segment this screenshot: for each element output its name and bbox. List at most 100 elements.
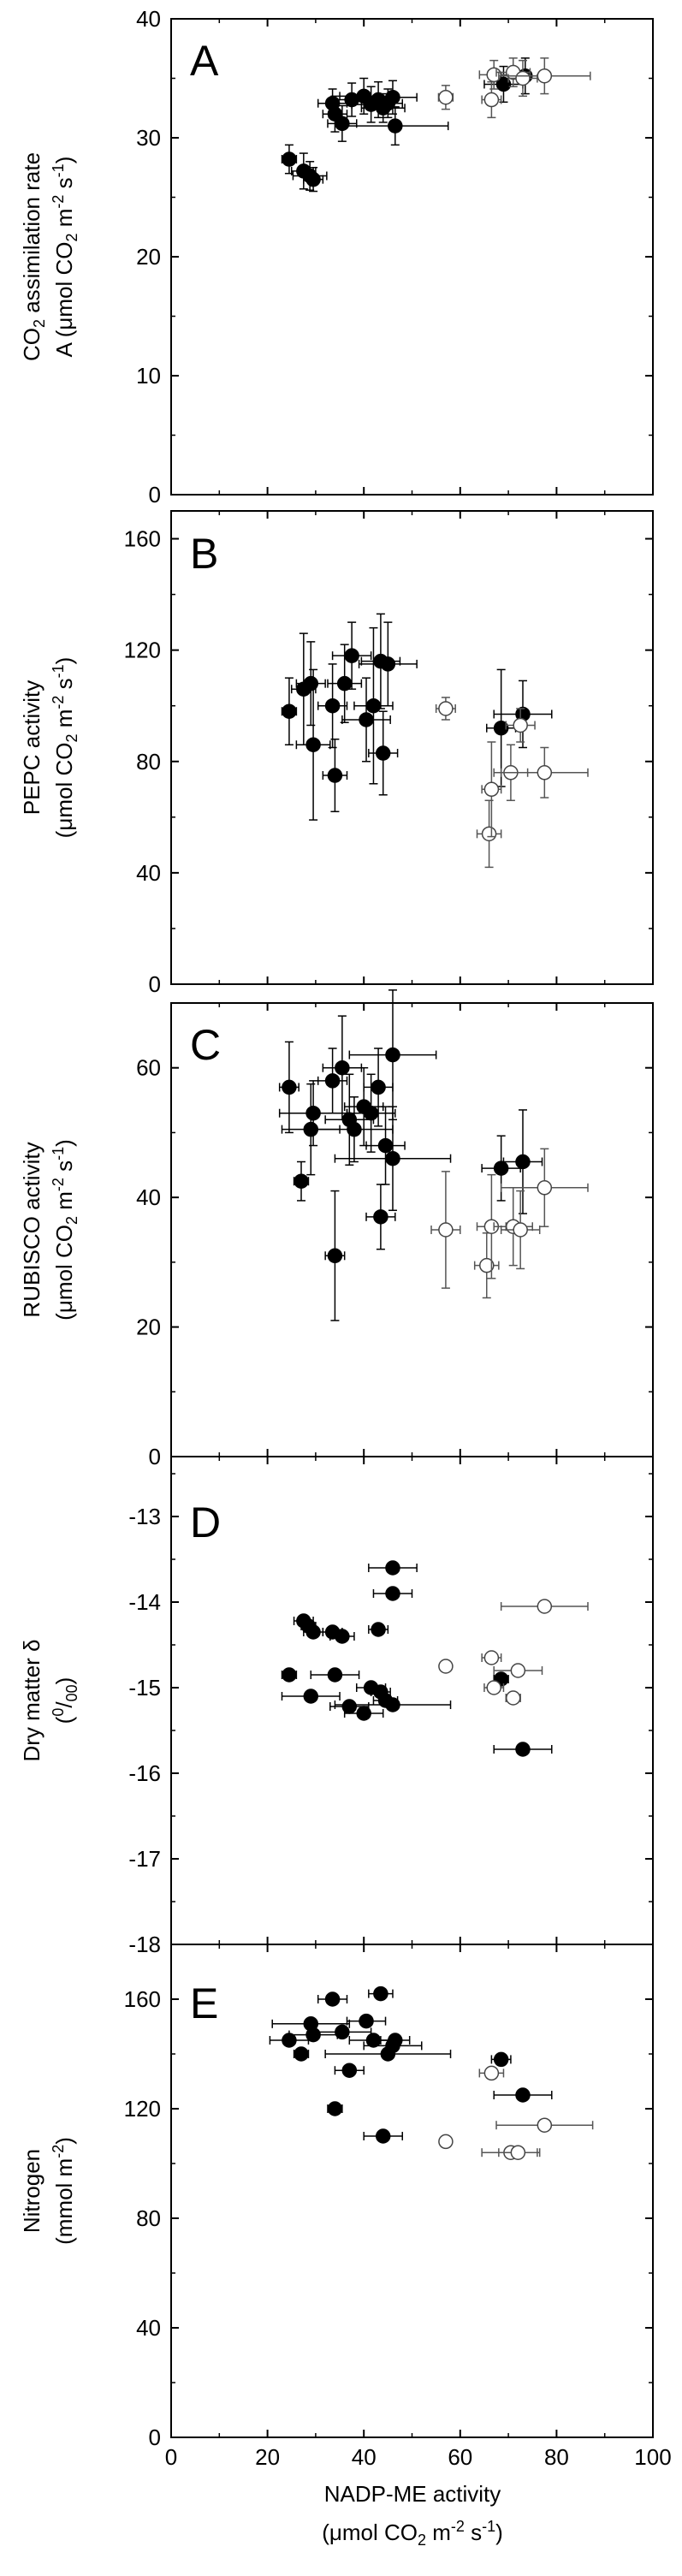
y-axis-label: RUBISCO activity(μmol CO2​ m-2​ s-1​) [19, 1139, 80, 1321]
y-axis-label-line2-part: ) [51, 657, 77, 665]
open-circle-marker [483, 1650, 500, 1665]
open-data-point [500, 1190, 541, 1270]
filled-circle-marker [363, 1105, 379, 1121]
plot-frame [170, 1944, 654, 2438]
y-axis-label-line2-part: (μmol [51, 776, 77, 839]
open-data-point [481, 1650, 502, 1665]
y-tick-label: 40 [136, 860, 161, 886]
y-axis-label-line2-part: CO [51, 743, 77, 776]
y-tick-label: -18 [128, 1932, 161, 1957]
filled-circle-marker [385, 1047, 400, 1063]
filled-circle-marker [385, 1586, 400, 1601]
y-tick-label: 60 [136, 1055, 161, 1081]
filled-circle-marker [515, 1154, 531, 1170]
y-tick-label: 30 [136, 125, 161, 151]
filled-data-point [368, 1985, 394, 2002]
y-tick-label: 0 [149, 1444, 161, 1469]
open-data-point [500, 1599, 589, 1614]
filled-data-point [293, 1160, 310, 1202]
open-data-point [435, 697, 456, 721]
open-circle-marker [510, 2145, 526, 2160]
y-tick-label: -15 [128, 1675, 161, 1701]
open-circle-marker [438, 701, 454, 716]
y-axis-label-line2-subscript: 2 [63, 1216, 80, 1225]
filled-circle-marker [359, 2013, 374, 2029]
y-axis-label-line2-part: ) [51, 1139, 77, 1147]
filled-circle-marker [294, 1173, 309, 1189]
x-tick-label: 100 [634, 2444, 671, 2470]
y-tick-label: 40 [136, 1184, 161, 1210]
panel-letter: D [190, 1499, 221, 1546]
y-axis-label-line2-part: (μmol [51, 1258, 77, 1321]
open-data-point [495, 2117, 594, 2133]
y-axis-label-line2-part [51, 1210, 77, 1216]
filled-data-point [334, 1697, 452, 1712]
x-axis-label-part: ) [495, 2520, 503, 2545]
open-circle-marker [483, 2065, 500, 2081]
y-axis-label-line2-superscript: -1 [50, 163, 67, 177]
filled-data-point [358, 621, 418, 707]
filled-data-point [365, 1184, 396, 1250]
filled-circle-marker [282, 1667, 297, 1683]
y-axis-label-line2-part: CO [51, 241, 77, 275]
open-circle-marker [483, 92, 500, 108]
y-tick-label: -17 [128, 1846, 161, 1872]
y-tick-label: 160 [124, 526, 161, 552]
x-axis-label: NADP-ME activity (μmol CO2 m-2 s-1) [322, 2481, 503, 2549]
y-axis-label-line2: (mmol m-2​) [50, 2137, 77, 2245]
filled-data-point [324, 1190, 346, 1321]
x-axis-label-part: (μmol CO [322, 2520, 418, 2545]
y-axis-label-line1: RUBISCO activity [19, 1142, 44, 1317]
panel-letter: E [190, 1979, 218, 2027]
y-axis-label-line2-part: ) [51, 157, 77, 164]
open-circle-marker [537, 1599, 553, 1614]
open-data-point [498, 2145, 538, 2160]
y-tick-label: 20 [136, 1315, 161, 1340]
filled-circle-marker [327, 1248, 343, 1264]
y-axis-label: Nitrogen(mmol m-2​) [19, 2137, 77, 2245]
y-axis-label-line2: (0/00) [50, 1677, 80, 1724]
filled-circle-marker [373, 1985, 388, 2002]
y-axis-label-line2-part: A (μmol [51, 275, 77, 357]
open-data-point [498, 57, 591, 95]
y-axis-label-line1-part: Nitrogen [19, 2149, 44, 2233]
filled-data-point [493, 1742, 553, 1757]
open-data-point [500, 1148, 589, 1227]
filled-data-point [295, 641, 326, 727]
x-axis-label-part: m [426, 2520, 451, 2545]
y-axis-label-line2-subscript: 2 [63, 233, 80, 241]
x-axis-label-subscript: 2 [418, 2531, 426, 2549]
open-data-point [493, 1663, 543, 1678]
y-tick-label: 120 [124, 638, 161, 663]
y-tick-label: 80 [136, 2205, 161, 2231]
y-tick-label: 120 [124, 2096, 161, 2122]
filled-data-point [310, 1667, 360, 1683]
y-axis-label-line2-superscript: -2 [50, 696, 67, 709]
open-circle-marker [438, 2134, 454, 2150]
filled-data-point [490, 2051, 512, 2068]
filled-data-point [372, 1586, 413, 1601]
y-axis-label-line1-part: CO [19, 328, 44, 361]
plot-frame [170, 18, 654, 496]
filled-circle-marker [375, 745, 391, 761]
open-circle-marker [537, 2117, 553, 2133]
y-axis-label: Dry matter δ (0/00) [19, 1639, 80, 1761]
y-tick-label: 0 [149, 2425, 161, 2450]
y-tick-label: -14 [128, 1589, 161, 1615]
filled-circle-marker [327, 768, 343, 783]
y-axis-label: PEPC activity(μmol CO2​ m-2​ s-1​) [19, 657, 80, 839]
filled-circle-marker [282, 151, 297, 167]
y-axis-label-line2-part: s [51, 177, 77, 188]
filled-data-point [317, 1048, 348, 1114]
y-tick-label: 40 [136, 2315, 161, 2341]
filled-data-point [322, 95, 348, 133]
x-axis-label-superscript: -2 [451, 2518, 465, 2535]
open-circle-marker [513, 717, 528, 733]
y-tick-label: 10 [136, 363, 161, 389]
filled-data-point [346, 2013, 387, 2029]
filled-circle-marker [388, 2033, 403, 2048]
y-axis-label-line2-superscript: 0 [50, 1708, 67, 1717]
filled-circle-marker [347, 1121, 362, 1137]
filled-circle-marker [305, 1624, 321, 1640]
